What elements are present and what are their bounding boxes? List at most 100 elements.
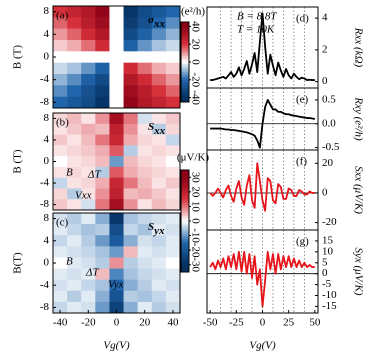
colorbar-step: [181, 76, 189, 79]
heatmap-cell: [165, 213, 181, 225]
heatmap-cell: [151, 246, 167, 258]
heatmap-cell: [165, 85, 181, 97]
colorbar-step: [181, 66, 189, 69]
heatmap-cell: [67, 199, 82, 211]
heatmap-cell: [137, 177, 153, 189]
heatmap-cell: [53, 17, 68, 29]
heatmap-cell: [109, 268, 124, 280]
heatmap-cell: [81, 85, 96, 97]
heatmap-cell: [81, 156, 96, 168]
inset-label: ΔT: [85, 267, 99, 279]
colorbar-step: [181, 180, 189, 184]
heatmap-cell: [151, 213, 167, 225]
heatmap-cell: [81, 51, 96, 63]
colorbar-step: [181, 195, 189, 199]
heatmap-cell: [137, 235, 153, 247]
heatmap-cell: [109, 246, 124, 258]
colorbar-step: [181, 92, 189, 95]
heatmap-cell: [67, 156, 82, 168]
heatmap-cell: [137, 199, 153, 211]
heatmap-cell: [81, 290, 96, 303]
colorbar-tick-label: -20: [189, 72, 201, 87]
heatmap-cell: [109, 6, 124, 18]
colorbar-step: [181, 78, 189, 81]
heatmap-cell: [165, 301, 181, 314]
heatmap-cell: [81, 6, 96, 18]
y-tick-label: 2: [322, 43, 328, 55]
heatmap-cell: [151, 6, 167, 18]
heatmap-cell: [137, 28, 153, 41]
colorbar-step: [181, 86, 189, 89]
inset-label: Vxx: [75, 190, 92, 202]
colorbar-step: [181, 38, 189, 41]
inset-label: B: [66, 167, 73, 179]
heatmap-cell: [123, 96, 138, 109]
heatmap-cell: [123, 279, 138, 292]
heatmap-cell: [81, 134, 96, 146]
heatmap-cell: [151, 257, 167, 269]
heatmap-cell: [137, 40, 153, 52]
heatmap-cell: [81, 268, 96, 280]
heatmap-cell: [95, 51, 110, 63]
heatmap-cell: [81, 199, 96, 211]
heatmap-cell: [109, 145, 124, 157]
heatmap-cell: [123, 85, 138, 97]
heatmap-cell: [53, 74, 68, 86]
heatmap-cell: [53, 290, 68, 303]
heatmap-cell: [165, 156, 181, 168]
heatmap-cell: [165, 145, 181, 157]
heatmap-cell: [53, 213, 68, 225]
heatmap-cell: [53, 156, 68, 168]
y-axis-label: Rxx (kΩ): [352, 27, 364, 68]
y-tick-label: -8: [40, 96, 50, 108]
heatmap-cell: [123, 166, 138, 178]
heatmap-cell: [123, 134, 138, 146]
heatmap-cell: [151, 177, 167, 189]
x-tick-label: -25: [229, 317, 244, 329]
heatmap-cell: [53, 96, 68, 109]
heatmap-cell: [123, 188, 138, 200]
heatmap-cell: [81, 213, 96, 225]
colorbar-step: [181, 205, 189, 209]
heatmap-cell: [123, 28, 138, 41]
heatmap-cell: [95, 17, 110, 29]
heatmap-cell: [165, 279, 181, 292]
heatmap-cell: [53, 28, 68, 41]
colorbar-step: [181, 36, 189, 39]
heatmap-cell: [81, 301, 96, 314]
heatmap-cell: [165, 199, 181, 211]
heatmap-cell: [109, 177, 124, 189]
heatmap-cell: [123, 268, 138, 280]
heatmap-cell: [123, 177, 138, 189]
colorbar-tick-label: -10: [189, 228, 201, 243]
colorbar-step: [181, 177, 189, 181]
heatmap-cell: [109, 224, 124, 236]
heatmap-cell: [67, 301, 82, 314]
heatmap-cell: [109, 17, 124, 29]
heatmap-cell: [53, 177, 68, 189]
heatmap-cell: [109, 40, 124, 52]
heatmap-cell: [137, 113, 153, 125]
heatmap-cell: [81, 257, 96, 269]
heatmap-cell: [151, 279, 167, 292]
colorbar-step: [181, 54, 189, 57]
heatmap-cell: [109, 156, 124, 168]
heatmap-cell: [123, 199, 138, 211]
colorbar-step: [181, 84, 189, 87]
colorbar-step: [181, 32, 189, 35]
heatmap-cell: [165, 177, 181, 189]
x-tick-label: -50: [203, 317, 218, 329]
y-tick-label: 4: [44, 133, 50, 145]
y-axis-label: B (T): [12, 45, 24, 69]
heatmap-cell: [165, 290, 181, 303]
heatmap-cell: [95, 235, 110, 247]
panel-symbol: Syx: [148, 221, 165, 237]
x-tick-label: 0: [114, 317, 120, 329]
annotation: T = 10K: [237, 24, 275, 36]
heatmap-cell: [95, 166, 110, 178]
colorbar-step: [181, 56, 189, 59]
colorbar-step: [181, 62, 189, 65]
heatmap-cell: [53, 268, 68, 280]
heatmap-cell: [67, 145, 82, 157]
colorbar-step: [181, 40, 189, 43]
